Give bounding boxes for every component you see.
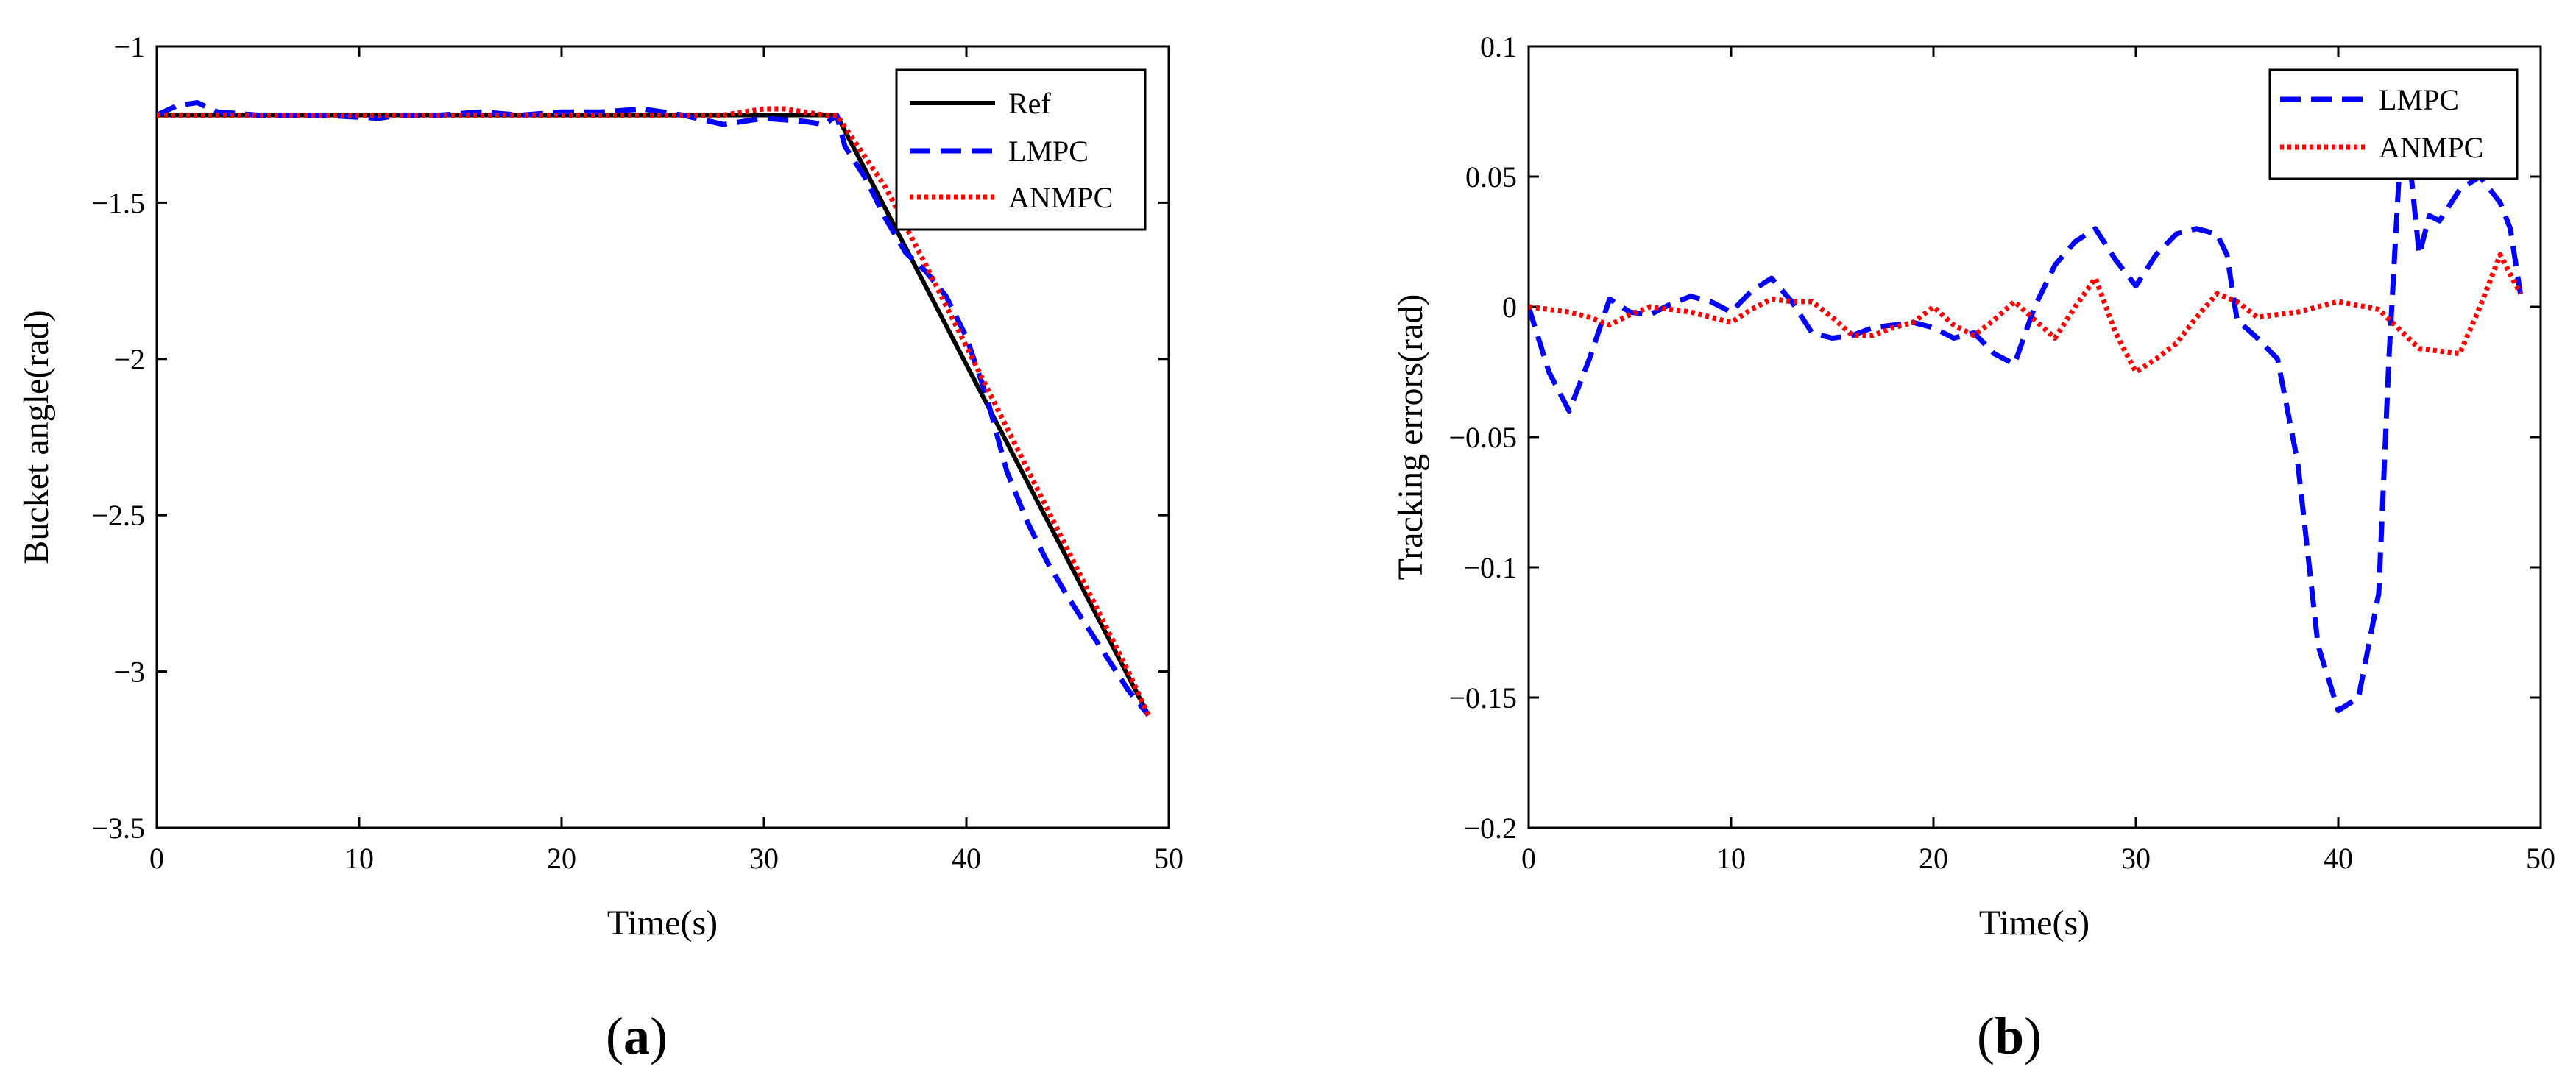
y-axis-label-b: Tracking errors(rad): [1391, 294, 1430, 581]
x-tick-label-a-3: 30: [749, 842, 779, 875]
x-tick-label-a-4: 40: [952, 842, 981, 875]
y-tick-label-a-4: −3: [113, 656, 145, 689]
x-tick-label-b-1: 10: [1716, 842, 1746, 875]
axis-ticks-b: 0 10 20 30 40 50 0.1 0.05 0 −0.05 −0.1 −0.15 −0.2: [1448, 30, 2555, 875]
y-tick-label-b-6: −0.2: [1463, 812, 1517, 845]
legend-label-anmpc-a: ANMPC: [1008, 181, 1113, 214]
legend-b: LMPC ANMPC: [2268, 68, 2519, 180]
legend-label-anmpc-b: ANMPC: [2379, 131, 2483, 164]
y-tick-label-a-2: −2: [113, 343, 145, 376]
legend-box-b: [2268, 68, 2519, 180]
chart-b: 0 10 20 30 40 50 0.1 0.05 0 −0.05 −0.1 −0.15 −0.2 LM…: [1391, 30, 2555, 1065]
series-line-lmpc-b: [1529, 153, 2523, 714]
x-tick-label-b-5: 50: [2526, 842, 2555, 875]
y-tick-label-b-5: −0.15: [1448, 681, 1517, 714]
y-tick-label-b-0: 0.1: [1480, 30, 1517, 63]
axis-ticks-a: 0 10 20 30 40 50 −1 −1.5 −2 −2.5 −3 −3.5: [91, 30, 1183, 875]
x-tick-label-a-0: 0: [149, 842, 164, 875]
legend-box-a: [895, 68, 1147, 231]
x-tick-label-a-2: 20: [547, 842, 576, 875]
panel-label-a: (a): [606, 1007, 668, 1065]
series-line-anmpc-b: [1529, 252, 2523, 375]
chart-a: 0 10 20 30 40 50 −1 −1.5 −2 −2.5 −3 −3.5 Ref LMPC A…: [17, 30, 1183, 1065]
x-tick-label-b-2: 20: [1919, 842, 1948, 875]
x-tick-label-b-3: 30: [2121, 842, 2151, 875]
x-tick-label-a-1: 10: [344, 842, 374, 875]
series-line-anmpc-a: [157, 106, 1151, 717]
y-tick-label-b-4: −0.1: [1463, 551, 1517, 584]
y-tick-label-a-1: −1.5: [91, 186, 145, 219]
series-lines-b: [1529, 153, 2523, 714]
legend-a: Ref LMPC ANMPC: [895, 68, 1147, 231]
x-axis-label-b: Time(s): [1979, 904, 2090, 943]
panel-label-b: (b): [1977, 1007, 2042, 1065]
y-tick-label-b-3: −0.05: [1448, 421, 1517, 454]
y-tick-label-a-3: −2.5: [91, 499, 145, 532]
legend-label-lmpc-b: LMPC: [2379, 83, 2459, 116]
x-tick-label-a-5: 50: [1154, 842, 1183, 875]
y-axis-label-a: Bucket angle(rad): [17, 310, 56, 564]
legend-label-lmpc-a: LMPC: [1008, 135, 1089, 168]
y-tick-label-b-2: 0: [1502, 291, 1517, 324]
x-axis-label-a: Time(s): [607, 904, 718, 943]
x-tick-label-b-0: 0: [1521, 842, 1536, 875]
y-tick-label-a-5: −3.5: [91, 812, 145, 845]
series-lines-a: [157, 100, 1151, 717]
y-tick-label-a-0: −1: [113, 30, 145, 63]
series-line-lmpc-a: [157, 100, 1151, 717]
legend-label-ref: Ref: [1008, 87, 1051, 120]
y-tick-label-b-1: 0.05: [1465, 160, 1517, 194]
x-tick-label-b-4: 40: [2324, 842, 2353, 875]
